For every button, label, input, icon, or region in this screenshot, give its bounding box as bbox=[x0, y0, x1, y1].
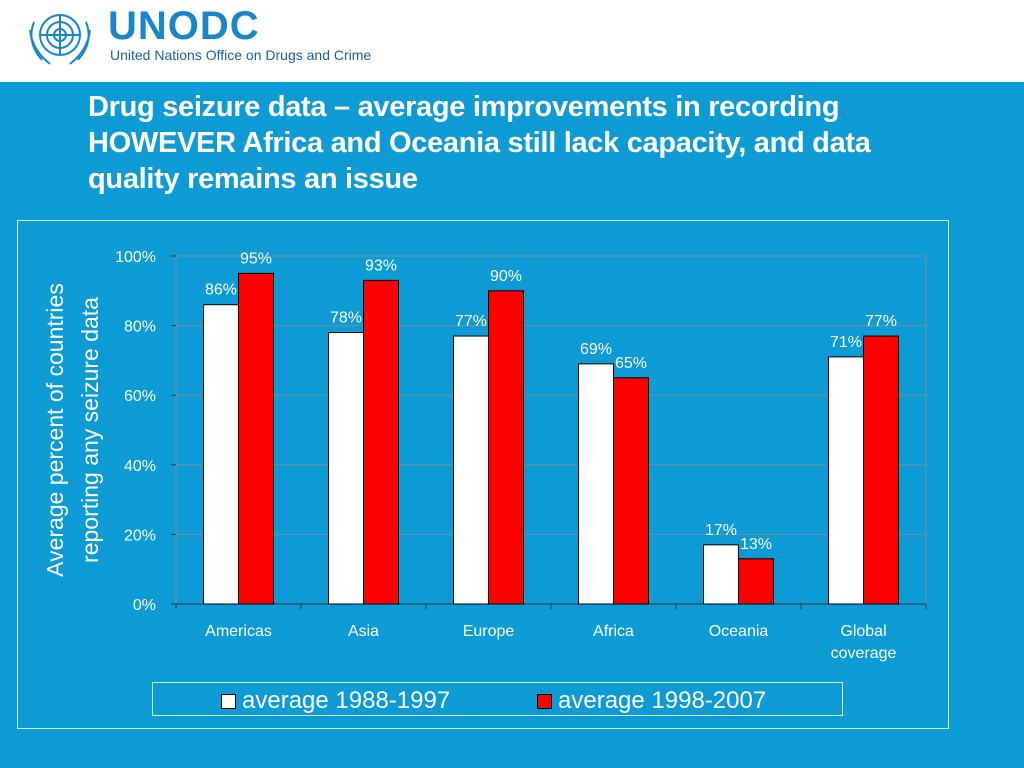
plot-area bbox=[175, 255, 927, 605]
legend-swatch-white bbox=[221, 693, 236, 709]
bar-1998-2007 bbox=[863, 335, 899, 605]
data-label: 93% bbox=[365, 257, 397, 274]
bar-1988-1997 bbox=[578, 363, 614, 605]
data-label: 78% bbox=[330, 310, 362, 327]
y-tick-label: 100% bbox=[115, 249, 156, 266]
chart-legend: average 1988-1997 average 1998-2007 bbox=[152, 682, 843, 716]
x-tick-label: Africa bbox=[593, 623, 634, 640]
data-label: 13% bbox=[740, 536, 772, 553]
slide-title-line: quality remains an issue bbox=[88, 162, 418, 195]
bar-1988-1997 bbox=[703, 544, 739, 605]
data-label: 17% bbox=[705, 522, 737, 539]
data-label: 77% bbox=[455, 313, 487, 330]
y-tick-label: 0% bbox=[133, 597, 156, 614]
data-label: 65% bbox=[615, 355, 647, 372]
bar-1998-2007 bbox=[738, 558, 774, 605]
bar-1998-2007 bbox=[488, 290, 524, 605]
y-axis-label: Average percent of countries bbox=[42, 283, 68, 577]
slide-title-line: HOWEVER Africa and Oceania still lack ca… bbox=[88, 126, 871, 159]
bar-1998-2007 bbox=[613, 377, 649, 605]
x-tick-label: Oceania bbox=[709, 623, 769, 640]
x-tick-label: Americas bbox=[205, 623, 272, 640]
bar-1988-1997 bbox=[328, 332, 364, 605]
y-tick-label: 80% bbox=[124, 319, 156, 336]
slide-title-line: Drug seizure data – average improvements… bbox=[88, 91, 840, 123]
data-label: 71% bbox=[830, 334, 862, 351]
data-label: 69% bbox=[580, 341, 612, 358]
bar-1998-2007 bbox=[363, 279, 399, 605]
legend-swatch-red bbox=[537, 693, 552, 709]
y-tick-label: 40% bbox=[124, 458, 156, 475]
x-tick-label: Asia bbox=[348, 623, 379, 640]
data-label: 95% bbox=[240, 250, 272, 267]
bar-1988-1997 bbox=[828, 356, 864, 605]
y-tick-label: 20% bbox=[124, 527, 156, 544]
legend-item-series-2: average 1998-2007 bbox=[537, 687, 766, 715]
bar-1988-1997 bbox=[203, 304, 239, 605]
header-bar: UNODC United Nations Office on Drugs and… bbox=[0, 0, 1024, 82]
chart-panel bbox=[17, 220, 949, 729]
data-label: 90% bbox=[490, 268, 522, 285]
y-axis-label: reporting any seizure data bbox=[77, 297, 103, 563]
data-label: 77% bbox=[865, 313, 897, 330]
unodc-logo-text: UNODC bbox=[108, 4, 260, 48]
legend-item-series-1: average 1988-1997 bbox=[221, 687, 450, 715]
x-tick-label: Europe bbox=[463, 623, 515, 640]
x-tick-label: Global coverage bbox=[831, 623, 897, 662]
unodc-logo-subtitle: United Nations Office on Drugs and Crime bbox=[110, 47, 372, 63]
slide-title: Drug seizure data – average improvements… bbox=[88, 90, 988, 198]
bar-1988-1997 bbox=[453, 335, 489, 605]
legend-label: average 1988-1997 bbox=[242, 687, 451, 714]
bar-1998-2007 bbox=[238, 272, 274, 605]
un-emblem-icon bbox=[29, 14, 91, 65]
y-tick-label: 60% bbox=[124, 388, 156, 405]
data-label: 86% bbox=[205, 282, 237, 299]
legend-label: average 1998-2007 bbox=[558, 687, 767, 714]
